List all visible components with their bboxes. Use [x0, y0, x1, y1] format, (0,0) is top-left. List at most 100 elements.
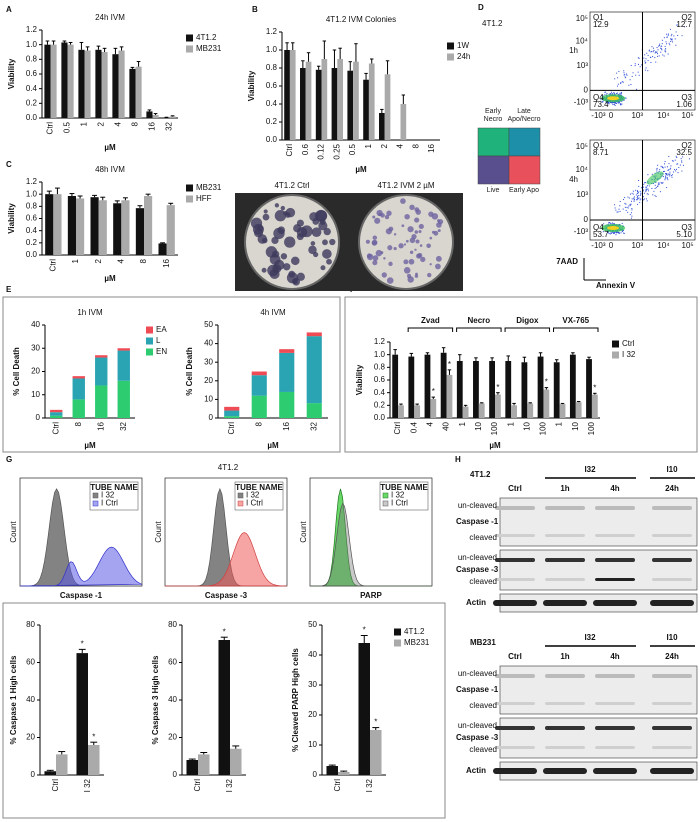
event-dot: [639, 66, 641, 68]
event-dot: [635, 194, 637, 196]
event-dot: [666, 174, 668, 176]
event-dot: [630, 212, 632, 214]
quadrant-name: Q1: [593, 13, 604, 22]
bar: [473, 361, 479, 418]
significance-marker: *: [432, 387, 435, 396]
y-tick-label: 20: [204, 376, 213, 385]
event-dot: [631, 198, 633, 200]
event-dot: [620, 94, 622, 96]
legend-label: EN: [156, 347, 167, 356]
x-tick-label: 0.5: [63, 121, 72, 133]
quadrant-key-label: Late Apo/Necro: [507, 108, 541, 123]
bar: [158, 243, 167, 255]
bar: [198, 754, 210, 775]
x-tick-label: 4: [114, 121, 123, 126]
event-dot: [642, 190, 644, 192]
event-dot: [636, 192, 638, 194]
event-dot: [625, 77, 627, 79]
colony: [257, 225, 264, 232]
x-tick-label: Ctrl: [393, 422, 402, 435]
event-dot: [662, 176, 664, 178]
event-dot: [671, 160, 673, 162]
bar: [95, 355, 108, 358]
colony: [414, 248, 417, 251]
colony: [280, 253, 288, 260]
x-tick-label: 2: [97, 121, 106, 126]
panel-letter: H: [455, 455, 461, 464]
legend-label: I Ctrl: [391, 499, 408, 508]
event-dot: [623, 232, 625, 234]
bar: [408, 356, 415, 418]
group-label: Zvad: [421, 316, 440, 325]
event-dot: [658, 44, 660, 46]
event-dot: [620, 91, 622, 93]
x-tick-label: -10³: [591, 111, 606, 120]
event-dot: [651, 173, 653, 175]
treatment-group: I10: [666, 465, 678, 474]
bar: [321, 59, 328, 140]
event-dot: [638, 57, 640, 59]
event-dot: [668, 174, 670, 176]
legend-swatch: [447, 53, 454, 61]
event-dot: [610, 91, 612, 93]
chart-title: 24h IVM: [95, 13, 125, 22]
event-dot: [655, 61, 657, 63]
colony: [418, 223, 424, 230]
band: [543, 768, 587, 774]
event-dot: [654, 195, 656, 197]
event-dot: [618, 70, 620, 72]
protein-label: Caspase -1: [456, 685, 499, 694]
legend-label: 4T1.2: [196, 33, 217, 42]
band: [652, 578, 692, 581]
event-dot: [649, 56, 651, 58]
lane-label: 4h: [610, 652, 619, 661]
event-dot: [651, 46, 653, 48]
event-dot: [666, 36, 668, 38]
event-dot: [614, 104, 616, 106]
colony: [403, 267, 411, 274]
colony: [408, 258, 415, 265]
band: [595, 506, 635, 510]
event-dot: [644, 198, 646, 200]
event-dot: [627, 211, 629, 213]
colony: [375, 249, 383, 257]
event-dot: [640, 193, 642, 195]
colony: [314, 209, 327, 222]
event-dot: [617, 231, 619, 233]
event-dot: [644, 69, 646, 71]
event-dot: [666, 174, 668, 176]
event-dot: [629, 214, 631, 216]
event-dot: [614, 231, 616, 233]
event-dot: [631, 192, 633, 194]
x-tick-label: Ctrl: [227, 422, 236, 435]
event-dot: [646, 200, 648, 202]
colony: [366, 253, 372, 259]
group-bracket: [553, 327, 599, 332]
bar: [306, 336, 322, 404]
bar: [152, 115, 159, 118]
colony: [300, 225, 313, 238]
bar: [88, 745, 100, 775]
x-tick-label: 10³: [631, 111, 643, 120]
event-dot: [619, 210, 621, 212]
form-label: cleaved: [469, 533, 497, 542]
colony: [419, 244, 423, 247]
panel-letter: A: [6, 5, 12, 14]
y-tick-label: 1.0: [26, 189, 38, 198]
event-dot: [621, 222, 623, 224]
colony: [433, 230, 439, 236]
event-dot: [625, 97, 627, 99]
event-dot: [638, 74, 640, 76]
chart-title: 1h IVM: [77, 308, 103, 317]
colony: [326, 258, 332, 265]
event-dot: [626, 74, 628, 76]
event-dot: [648, 49, 650, 51]
event-dot: [660, 51, 662, 53]
event-dot: [637, 190, 639, 192]
colony: [414, 217, 420, 223]
event-dot: [637, 198, 639, 200]
event-dot: [659, 169, 661, 171]
colony: [414, 274, 419, 278]
x-tick-label: Ctrl: [193, 779, 202, 792]
x-tick-label: 16: [427, 143, 436, 152]
